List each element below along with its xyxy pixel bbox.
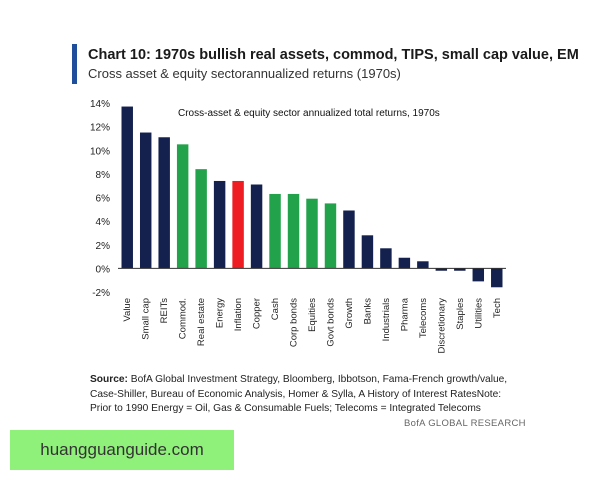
x-category-label: Banks xyxy=(362,298,373,325)
y-tick-label: 4% xyxy=(96,217,111,228)
bar xyxy=(250,184,263,269)
y-tick-label: -2% xyxy=(92,288,110,299)
x-category-label: Equities xyxy=(307,298,318,332)
bofa-credit: BofA GLOBAL RESEARCH xyxy=(404,418,526,429)
x-category-label: Industrials xyxy=(381,298,392,342)
y-tick-label: 8% xyxy=(96,170,111,181)
x-category-label: Inflation xyxy=(233,298,244,331)
bar xyxy=(417,261,429,269)
source-note: Source: BofA Global Investment Strategy,… xyxy=(90,373,520,417)
x-category-label: Value xyxy=(122,298,133,322)
bar xyxy=(269,193,281,269)
bar xyxy=(472,268,485,282)
chart-inner-title: Cross-asset & equity sector annualized t… xyxy=(178,108,440,119)
bar xyxy=(213,180,226,269)
bar xyxy=(195,169,207,269)
x-category-label: Cash xyxy=(270,298,281,320)
x-category-label: Commod. xyxy=(178,298,189,339)
bar-chart: Cross-asset & equity sector annualized t… xyxy=(90,99,506,354)
x-category-label: Tech xyxy=(492,298,503,318)
bar xyxy=(158,137,170,269)
bar xyxy=(324,203,337,269)
source-label: Source: xyxy=(90,374,128,385)
x-category-label: Corp bonds xyxy=(289,298,300,347)
bar xyxy=(491,268,503,288)
site-watermark: huangguanguide.com xyxy=(10,430,234,470)
bar xyxy=(454,268,466,271)
y-tick-label: 6% xyxy=(96,194,111,205)
bar xyxy=(343,210,355,269)
bar xyxy=(398,257,411,269)
bar xyxy=(380,248,392,269)
y-tick-label: 14% xyxy=(90,99,110,110)
y-tick-label: 0% xyxy=(96,264,111,275)
x-category-label: Growth xyxy=(344,298,355,329)
bar xyxy=(232,180,244,269)
bar xyxy=(139,132,152,269)
x-category-label: Pharma xyxy=(399,297,410,331)
chart-title: Chart 10: 1970s bullish real assets, com… xyxy=(88,47,579,63)
chart-subtitle: Cross asset & equity sectorannualized re… xyxy=(88,66,401,81)
y-tick-label: 2% xyxy=(96,241,111,252)
x-category-label: Real estate xyxy=(196,298,207,346)
x-category-label: Copper xyxy=(252,298,263,329)
source-text: BofA Global Investment Strategy, Bloombe… xyxy=(90,374,508,414)
bar xyxy=(176,144,189,269)
bar xyxy=(306,198,318,269)
x-category-label: Discretionary xyxy=(436,298,447,354)
x-category-label: Telecoms xyxy=(418,298,429,338)
x-category-label: Small cap xyxy=(141,298,152,340)
x-category-label: Staples xyxy=(455,298,466,330)
x-category-label: Govt bonds xyxy=(325,298,336,347)
bar xyxy=(287,193,300,269)
y-tick-label: 10% xyxy=(90,146,110,157)
bar xyxy=(361,235,374,269)
bar xyxy=(121,106,133,269)
x-category-label: Utilities xyxy=(473,298,484,329)
x-category-label: REITs xyxy=(159,298,170,324)
bar xyxy=(435,268,448,271)
title-accent-bar xyxy=(72,44,77,84)
y-tick-label: 12% xyxy=(90,123,110,134)
x-category-label: Energy xyxy=(215,298,226,328)
